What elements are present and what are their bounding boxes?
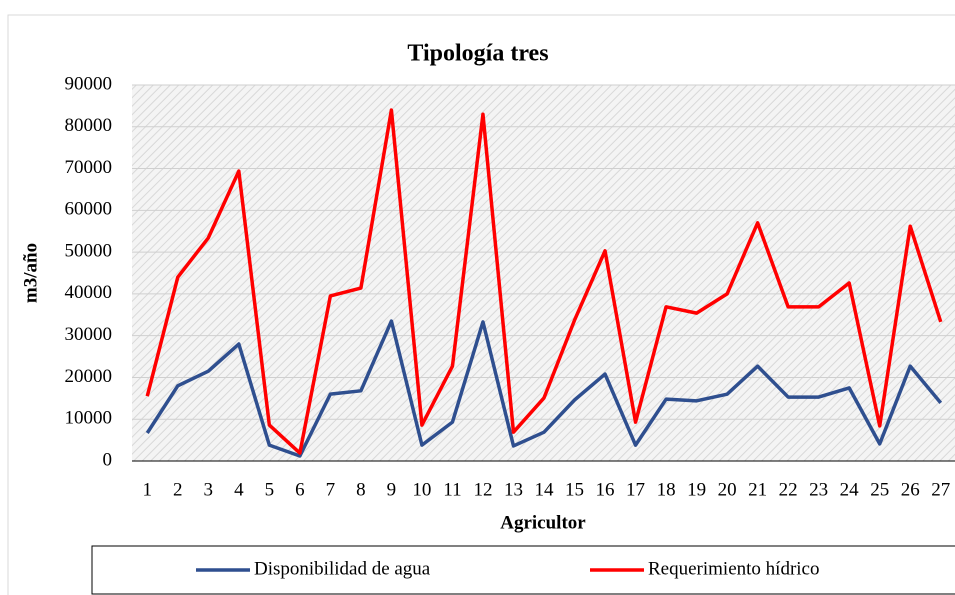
x-tick-label: 16 xyxy=(596,479,615,500)
y-tick-label: 40000 xyxy=(65,282,113,303)
x-axis-label: Agricultor xyxy=(500,512,586,533)
series-line xyxy=(145,319,943,458)
chart-title: Tipología tres xyxy=(407,41,548,67)
x-tick-label: 17 xyxy=(626,479,645,500)
x-tick-label: 10 xyxy=(412,479,431,500)
y-tick-label: 0 xyxy=(103,449,113,470)
x-tick-label: 9 xyxy=(387,479,397,500)
x-tick-label: 25 xyxy=(870,479,889,500)
y-axis-label: m3/año xyxy=(20,243,41,303)
x-tick-label: 3 xyxy=(204,479,214,500)
y-tick-label: 80000 xyxy=(65,115,113,136)
legend-label: Disponibilidad de agua xyxy=(254,558,431,579)
x-tick-label: 13 xyxy=(504,479,523,500)
x-tick-label: 12 xyxy=(473,479,492,500)
x-tick-label: 21 xyxy=(748,479,767,500)
x-tick-label: 19 xyxy=(687,479,706,500)
y-tick-label: 10000 xyxy=(65,408,113,429)
y-tick-label: 20000 xyxy=(65,366,113,387)
x-tick-label: 11 xyxy=(443,479,461,500)
x-tick-label: 14 xyxy=(535,479,555,500)
x-tick-label: 27 xyxy=(931,479,950,500)
series-line xyxy=(145,108,943,455)
y-tick-label: 90000 xyxy=(65,73,113,94)
y-tick-label: 70000 xyxy=(65,157,113,178)
y-tick-label: 60000 xyxy=(65,199,113,220)
x-tick-label: 7 xyxy=(326,479,336,500)
x-tick-label: 2 xyxy=(173,479,183,500)
x-tick-label: 5 xyxy=(265,479,275,500)
y-tick-label: 30000 xyxy=(65,324,113,345)
x-tick-label: 26 xyxy=(901,479,920,500)
x-tick-label: 1 xyxy=(143,479,153,500)
x-tick-label: 24 xyxy=(840,479,860,500)
legend-label: Requerimiento hídrico xyxy=(648,558,819,579)
x-tick-label: 22 xyxy=(779,479,798,500)
x-tick-label: 18 xyxy=(657,479,676,500)
x-tick-label: 8 xyxy=(356,479,366,500)
x-tick-label: 23 xyxy=(809,479,828,500)
x-tick-label: 15 xyxy=(565,479,584,500)
x-tick-label: 20 xyxy=(718,479,737,500)
x-tick-label: 4 xyxy=(234,479,244,500)
y-tick-label: 50000 xyxy=(65,240,113,261)
x-tick-label: 6 xyxy=(295,479,305,500)
